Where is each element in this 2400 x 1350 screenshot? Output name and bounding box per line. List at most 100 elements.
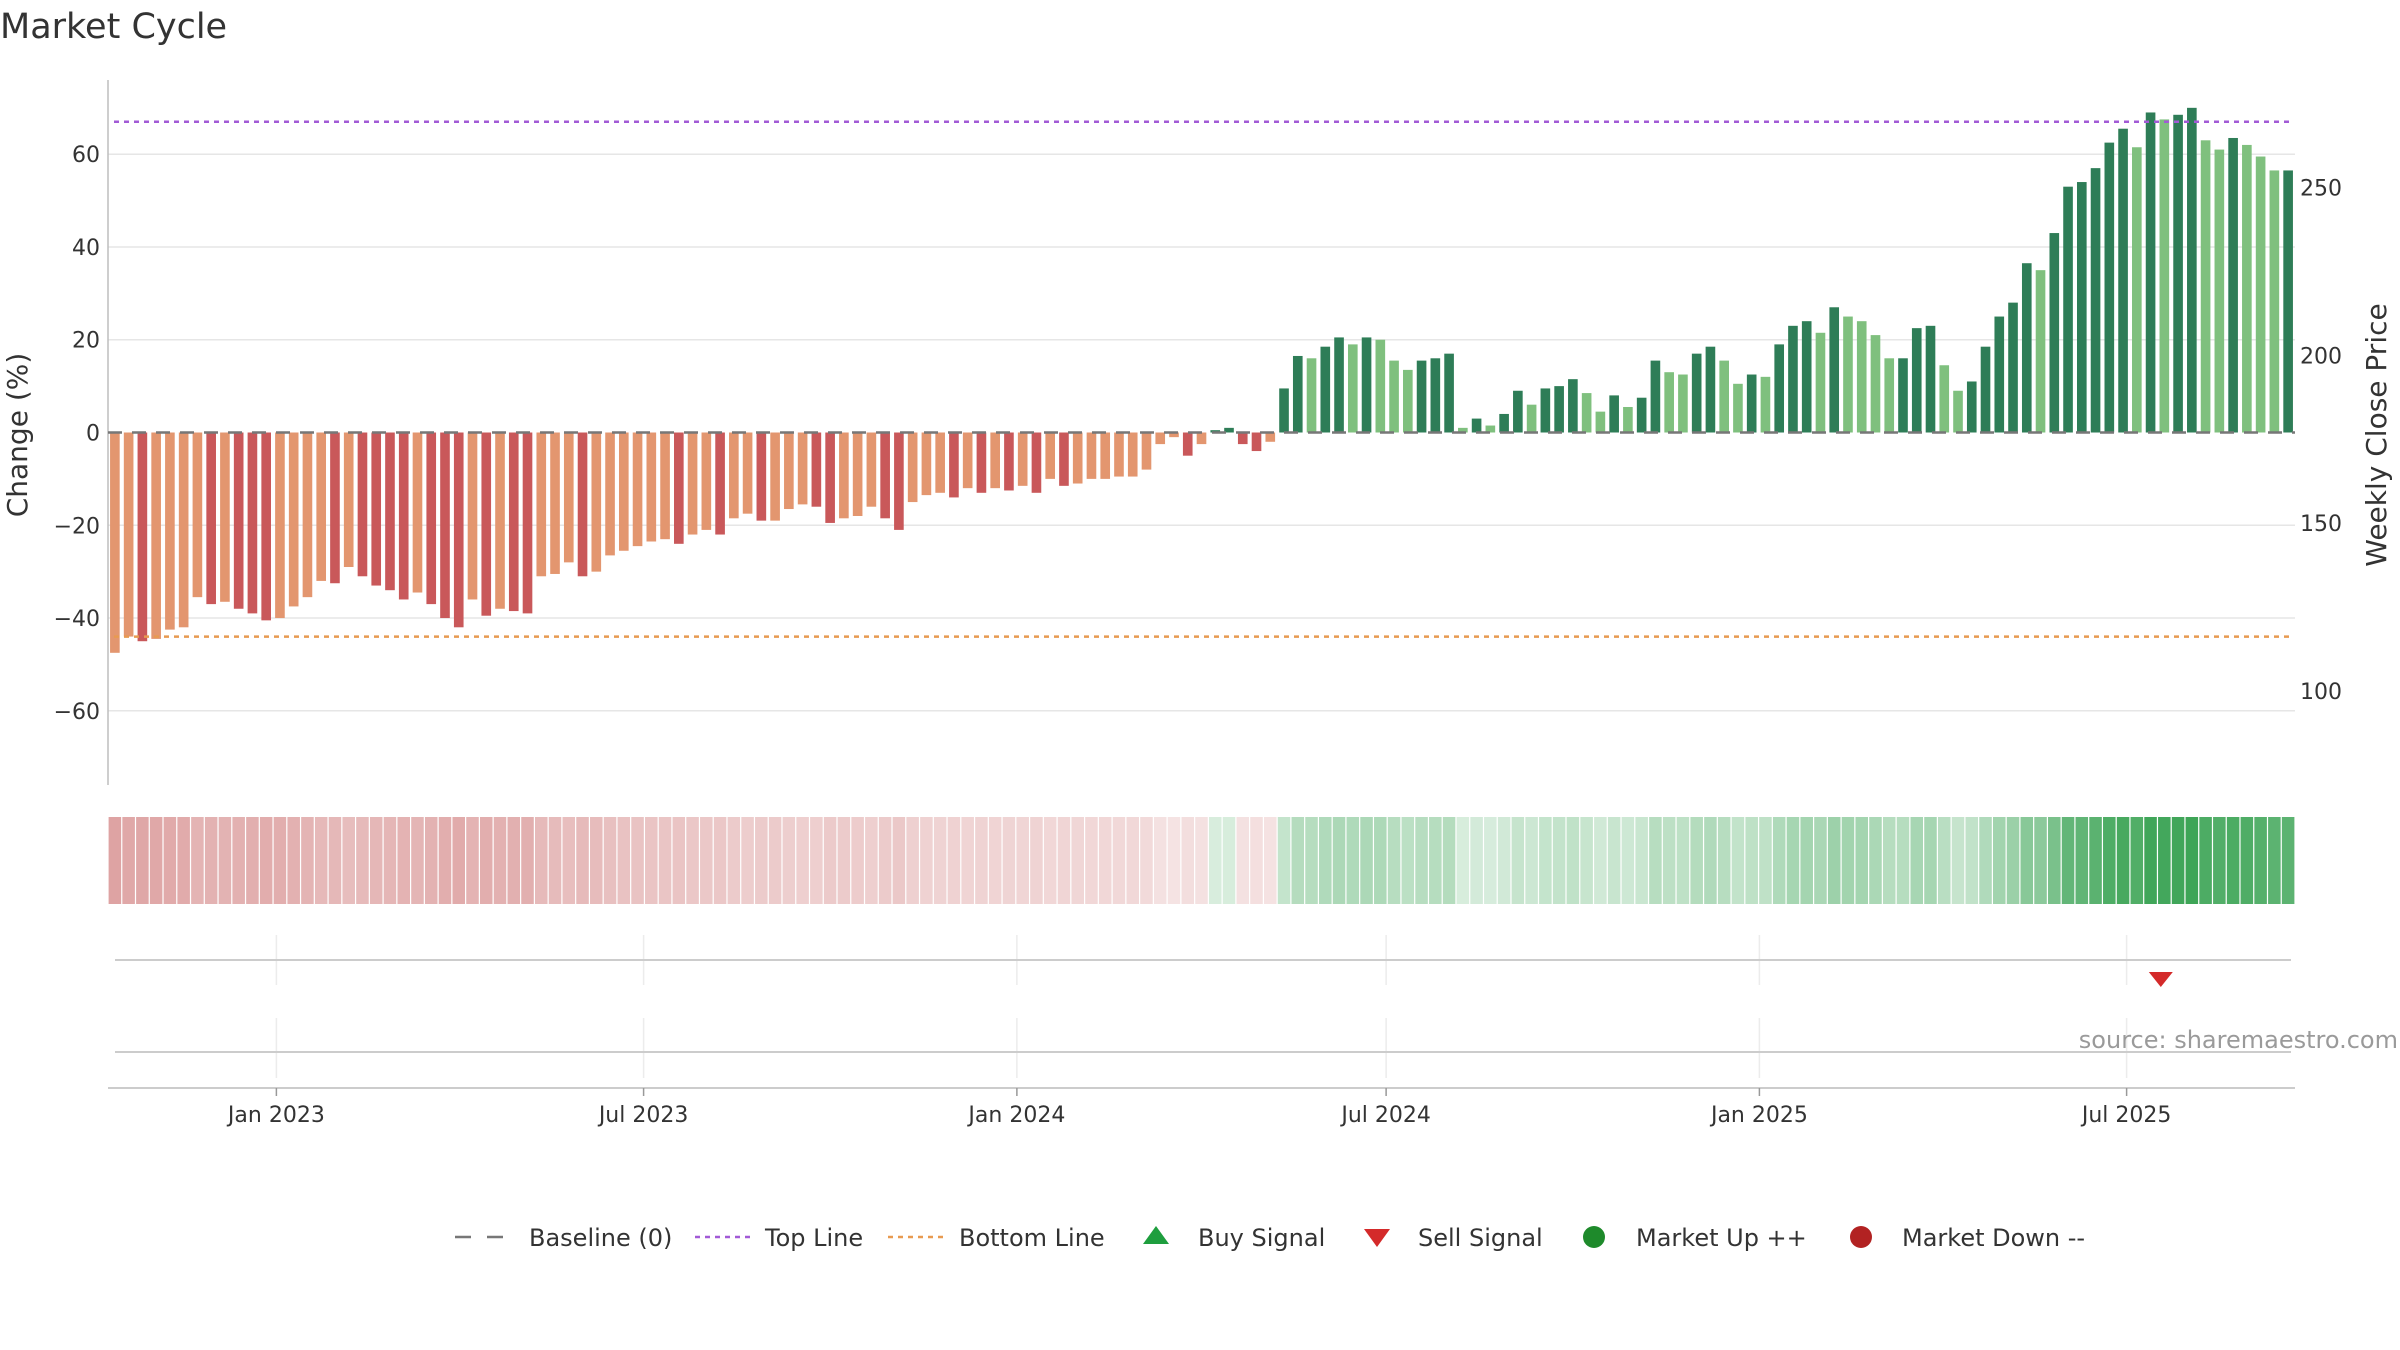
strip-cell (1291, 817, 1305, 904)
strip-cell (1511, 817, 1525, 904)
strip-cell (2226, 817, 2240, 904)
change-bar (247, 432, 258, 614)
change-bar (1141, 432, 1152, 470)
change-bar (2049, 233, 2060, 433)
change-bar (2076, 182, 2087, 433)
change-bar (1829, 307, 1840, 433)
change-bar (618, 432, 629, 551)
change-bar (1815, 332, 1826, 433)
reference-lines (108, 120, 2295, 638)
strip-cell (1071, 817, 1084, 904)
change-bar (1843, 316, 1853, 433)
sell-signal-marker (2148, 972, 2173, 987)
strip-cell (204, 817, 218, 904)
strip-cell (1264, 817, 1277, 904)
change-bar (536, 432, 547, 577)
strip-cell (617, 817, 631, 904)
date-tick-label: Jan 2025 (1709, 1103, 1808, 1128)
strip-cell (1332, 817, 1346, 904)
strip-cell (1374, 817, 1387, 904)
change-bar (1279, 388, 1289, 433)
strip-cell (768, 817, 782, 904)
change-bar (1760, 376, 1771, 433)
right-axis-ticks: 100 150 200 250 (2300, 176, 2342, 705)
left-tick-label: −40 (54, 607, 100, 632)
change-bar (412, 432, 423, 593)
change-bar (1320, 346, 1331, 433)
change-bar (261, 432, 271, 621)
change-bar (880, 432, 890, 519)
change-bar (591, 432, 602, 572)
change-bar (1526, 404, 1537, 433)
strip-cell (2116, 817, 2130, 904)
change-bar (1870, 335, 1881, 433)
date-tick-label: Jul 2024 (1339, 1103, 1431, 1128)
change-bar (715, 432, 725, 535)
strip-cell (892, 817, 906, 904)
strip-cell (727, 817, 741, 904)
change-bar (1182, 432, 1193, 456)
change-bar (632, 432, 643, 547)
strip-cell (1098, 817, 1112, 904)
legend-label: Baseline (0) (529, 1224, 672, 1252)
change-bar (467, 432, 478, 600)
strip-cell (1456, 817, 1470, 904)
change-bar (2132, 147, 2142, 433)
strip-cell (686, 817, 699, 904)
strip-cell (1745, 817, 1758, 904)
change-bar (797, 432, 808, 505)
strip-cell (1882, 817, 1896, 904)
strip-cell (2048, 817, 2061, 904)
strip-cell (878, 817, 892, 904)
signals-panel (115, 935, 2291, 987)
strip-cell (108, 817, 122, 904)
strip-cell (2075, 817, 2089, 904)
strip-cell (2199, 817, 2212, 904)
change-bar (811, 432, 822, 507)
change-bar (275, 432, 285, 619)
strip-cell (1305, 817, 1318, 904)
strip-cell (1731, 817, 1745, 904)
change-bar (1746, 374, 1757, 433)
change-bar (839, 432, 849, 519)
change-bar (495, 432, 505, 609)
strip-cell (1346, 817, 1360, 904)
strip-cell (1924, 817, 1937, 904)
strip-cell (2281, 817, 2295, 904)
strip-cell (1841, 817, 1855, 904)
change-bar (330, 432, 340, 584)
strip-cell (1484, 817, 1497, 904)
strip-cell (1085, 817, 1098, 904)
strip-cell (975, 817, 988, 904)
left-tick-label: −20 (54, 514, 100, 539)
strip-cell (1910, 817, 1924, 904)
legend-label: Sell Signal (1418, 1224, 1543, 1252)
change-bar (1004, 432, 1014, 491)
strip-cell (466, 817, 479, 904)
change-bar (2283, 170, 2293, 433)
change-bar (1898, 358, 1908, 433)
strip-cell (1167, 817, 1181, 904)
strip-cell (576, 817, 589, 904)
strip-cell (1401, 817, 1415, 904)
change-bar (770, 432, 780, 521)
left-tick-label: −60 (54, 700, 100, 725)
strip-cell (672, 817, 686, 904)
change-bar (687, 432, 698, 535)
change-bar (1540, 388, 1551, 433)
change-bar (1513, 390, 1523, 433)
change-bar (1224, 427, 1234, 433)
change-bar (2008, 302, 2018, 433)
strip-cell (191, 817, 204, 904)
strip-cell (1607, 817, 1621, 904)
strip-cell (1717, 817, 1731, 904)
market-up-dot-icon (1583, 1226, 1605, 1248)
legend-label: Buy Signal (1198, 1224, 1325, 1252)
change-bar (1031, 432, 1042, 493)
change-bar (2021, 263, 2032, 433)
strip-cell (2006, 817, 2020, 904)
change-bar (357, 432, 368, 577)
change-bar (165, 432, 175, 630)
strip-cell (1112, 817, 1126, 904)
